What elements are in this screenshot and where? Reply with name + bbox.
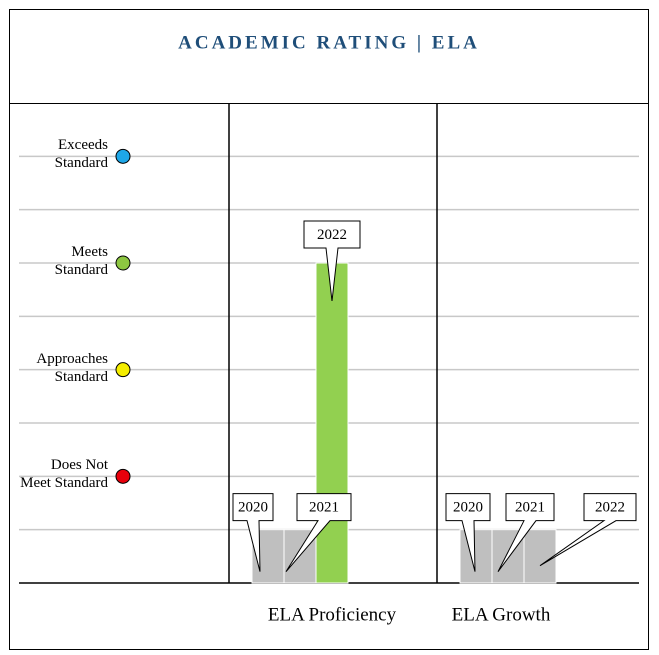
- callout-box: [497, 493, 555, 572]
- chart-title: ACADEMIC RATING | ELA: [178, 32, 480, 53]
- callout-label: 2020: [453, 500, 483, 516]
- rating-label: Approaches Standard: [36, 350, 108, 385]
- callout-box: [445, 493, 491, 572]
- rating-dot: [115, 468, 131, 484]
- callout-box: [303, 220, 361, 302]
- frame: [9, 9, 649, 650]
- rating-label: Exceeds Standard: [54, 137, 108, 172]
- bar: [523, 529, 557, 584]
- callout-label: 2022: [595, 500, 625, 516]
- callout-label: 2022: [317, 227, 347, 243]
- callout-label: 2021: [309, 500, 339, 516]
- callout-label: 2021: [515, 500, 545, 516]
- x-category-label: ELA Growth: [452, 604, 551, 625]
- bar: [315, 262, 349, 584]
- callout-label: 2020: [238, 500, 268, 516]
- callout-box: [285, 493, 352, 572]
- x-category-label: ELA Proficiency: [268, 604, 397, 625]
- rating-label: Does Not Meet Standard: [20, 457, 108, 492]
- rating-dot: [115, 148, 131, 164]
- rating-dot: [115, 362, 131, 378]
- bar: [459, 529, 493, 584]
- rating-label: Meets Standard: [54, 244, 108, 278]
- rating-dot: [115, 255, 131, 271]
- callout-box: [539, 493, 637, 567]
- callout-box: [232, 493, 274, 572]
